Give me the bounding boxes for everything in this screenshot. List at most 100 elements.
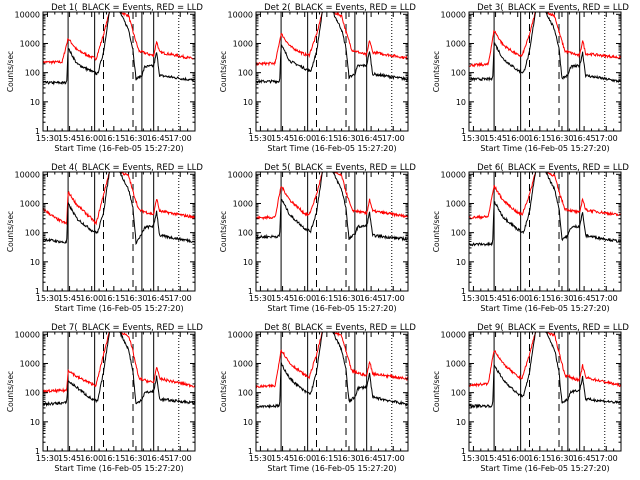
plot-frame [255, 331, 409, 452]
x-tick-label: 15:30 [462, 294, 485, 303]
x-tick-label: 16:15 [315, 294, 338, 303]
x-tick-label: 15:30 [249, 294, 272, 303]
x-axis-label: Start Time (16-Feb-05 15:27:20) [54, 304, 183, 313]
y-tick-label: 10000 [15, 10, 40, 19]
series-line [469, 172, 621, 220]
x-tick-label: 15:30 [36, 134, 59, 143]
plot-frame [468, 331, 622, 452]
y-tick-label: 10000 [441, 10, 466, 19]
series-line [256, 332, 408, 409]
y-tick-label: 1000 [233, 199, 253, 208]
x-axis-label: Start Time (16-Feb-05 15:27:20) [480, 464, 609, 473]
x-axis-label: Start Time (16-Feb-05 15:27:20) [54, 144, 183, 153]
y-tick-label: 100 [25, 69, 40, 78]
y-tick-label: 10 [30, 98, 40, 107]
x-tick-label: 16:30 [124, 454, 147, 463]
x-tick-label: 15:45 [484, 294, 507, 303]
y-axis-label: Counts/sec [432, 51, 441, 92]
x-tick-label: 16:15 [528, 294, 551, 303]
x-tick-label: 15:45 [484, 134, 507, 143]
x-tick-label: 15:30 [36, 294, 59, 303]
x-tick-label: 16:45 [573, 134, 596, 143]
x-tick-label: 16:45 [147, 454, 170, 463]
x-tick-label: 16:45 [573, 294, 596, 303]
y-tick-label: 100 [238, 69, 253, 78]
y-tick-label: 10000 [15, 330, 40, 339]
x-tick-label: 16:00 [80, 134, 103, 143]
y-tick-label: 1 [248, 447, 253, 456]
x-tick-label: 16:15 [315, 134, 338, 143]
plot-frame [468, 11, 622, 132]
x-tick-label: 16:45 [573, 454, 596, 463]
y-tick-label: 10 [30, 418, 40, 427]
x-axis-label: Start Time (16-Feb-05 15:27:20) [267, 304, 396, 313]
x-tick-label: 15:45 [271, 294, 294, 303]
x-axis-label: Start Time (16-Feb-05 15:27:20) [480, 144, 609, 153]
x-tick-label: 15:30 [462, 134, 485, 143]
y-axis-label: Counts/sec [432, 211, 441, 252]
y-tick-label: 1000 [20, 199, 40, 208]
series-line [256, 172, 408, 221]
x-tick-label: 16:15 [102, 294, 125, 303]
y-tick-label: 1 [461, 287, 466, 296]
x-tick-label: 16:30 [337, 294, 360, 303]
y-tick-label: 1 [248, 287, 253, 296]
series-line [43, 172, 195, 245]
y-tick-label: 1000 [20, 359, 40, 368]
y-tick-label: 10000 [441, 330, 466, 339]
y-tick-label: 1 [461, 127, 466, 136]
x-tick-label: 15:45 [271, 134, 294, 143]
y-tick-label: 100 [451, 229, 466, 238]
series-line [469, 12, 621, 68]
series-line [43, 332, 195, 394]
x-tick-label: 16:45 [360, 294, 383, 303]
detector-panel: 1 10 100 1000 10000 15:30 15:45 16:00 16:15 16:30… [432, 3, 629, 153]
x-tick-label: 16:00 [80, 454, 103, 463]
x-axis-label: Start Time (16-Feb-05 15:27:20) [54, 464, 183, 473]
y-axis-label: Counts/sec [6, 211, 15, 252]
series-line [469, 172, 621, 247]
x-tick-label: 15:45 [58, 134, 81, 143]
panel-title: Det 6(_BLACK = Events, RED = LLD [477, 163, 629, 173]
y-tick-label: 10000 [228, 10, 253, 19]
series-line [469, 332, 621, 388]
x-tick-label: 17:00 [595, 454, 618, 463]
series-line [43, 332, 195, 408]
detector-panel: 1 10 100 1000 10000 15:30 15:45 16:00 16:15 16:30… [6, 323, 203, 473]
x-tick-label: 16:00 [506, 134, 529, 143]
y-tick-label: 100 [238, 229, 253, 238]
x-tick-label: 16:45 [147, 294, 170, 303]
panel-title: Det 8(_BLACK = Events, RED = LLD [264, 323, 416, 333]
series-line [469, 12, 621, 84]
y-tick-label: 1000 [233, 39, 253, 48]
y-tick-label: 10 [243, 258, 253, 267]
y-tick-label: 1 [35, 127, 40, 136]
series-line [256, 12, 408, 67]
panel-title: Det 4(_BLACK = Events, RED = LLD [51, 163, 203, 173]
y-tick-label: 1000 [446, 39, 466, 48]
y-tick-label: 10000 [441, 170, 466, 179]
y-tick-label: 1 [461, 447, 466, 456]
x-tick-label: 16:30 [550, 294, 573, 303]
x-tick-label: 16:30 [550, 134, 573, 143]
detector-panel: 1 10 100 1000 10000 15:30 15:45 16:00 16:15 16:30… [219, 163, 416, 313]
y-tick-label: 10 [243, 98, 253, 107]
series-line [43, 12, 195, 66]
plot-frame [468, 171, 622, 292]
y-tick-label: 1 [35, 287, 40, 296]
x-tick-label: 15:45 [484, 454, 507, 463]
y-tick-label: 100 [238, 389, 253, 398]
y-tick-label: 10 [456, 418, 466, 427]
plot-frame [255, 171, 409, 292]
y-tick-label: 1000 [233, 359, 253, 368]
y-tick-label: 10 [456, 98, 466, 107]
y-tick-label: 10 [30, 258, 40, 267]
x-tick-label: 16:00 [506, 294, 529, 303]
detector-panel: 1 10 100 1000 10000 15:30 15:45 16:00 16:15 16:30… [6, 3, 203, 153]
series-line [256, 172, 408, 242]
x-tick-label: 16:15 [528, 454, 551, 463]
detector-panel: 1 10 100 1000 10000 15:30 15:45 16:00 16:15 16:30… [219, 3, 416, 153]
series-line [469, 332, 621, 409]
detector-panel: 1 10 100 1000 10000 15:30 15:45 16:00 16:15 16:30… [6, 163, 203, 313]
